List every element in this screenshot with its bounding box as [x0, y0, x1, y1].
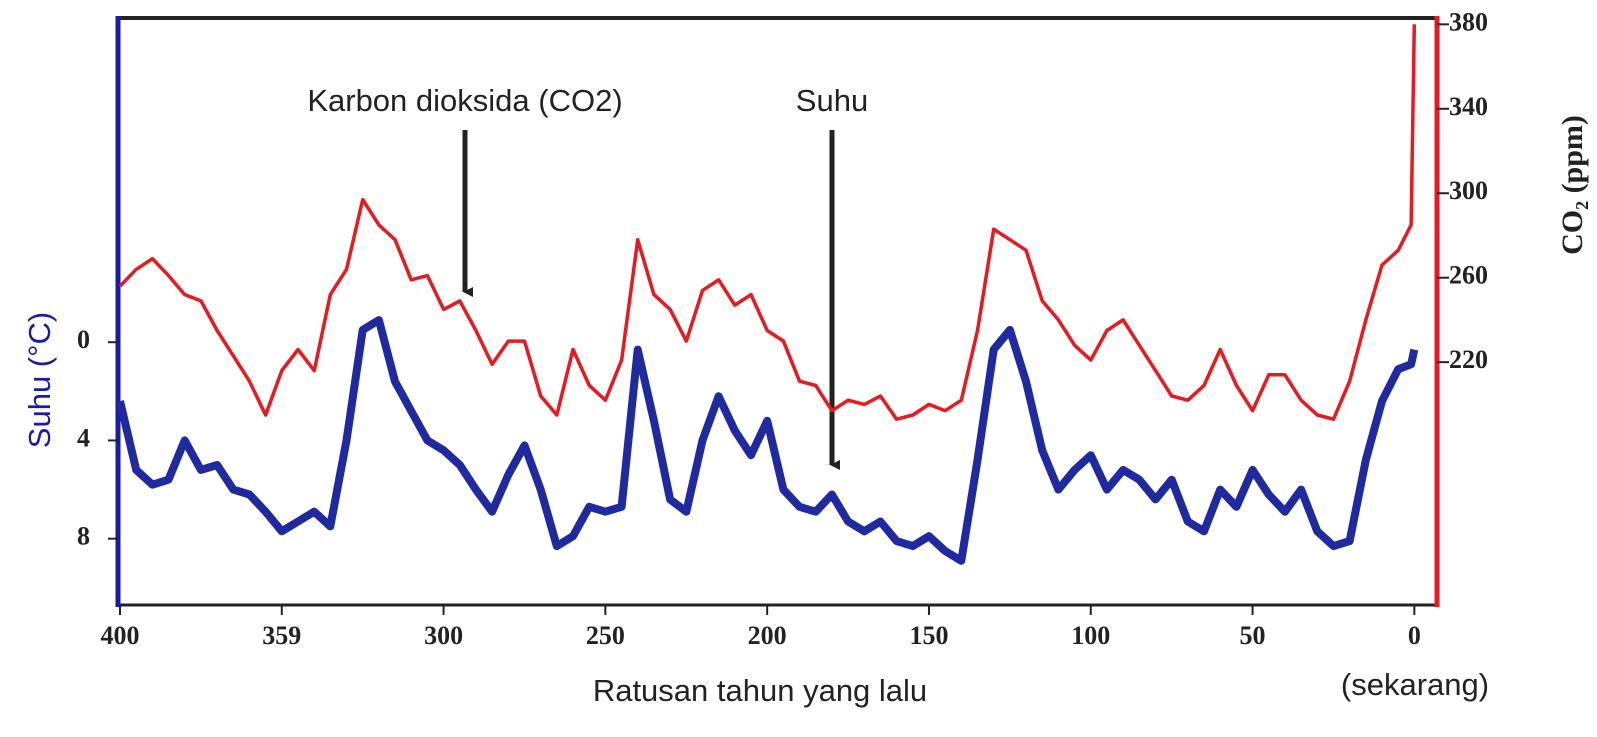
y2-tick-label: 260	[1449, 261, 1488, 290]
y2-tick-label: 380	[1449, 7, 1488, 36]
y-tick-label: 0	[77, 325, 90, 354]
y-tick-label: 8	[77, 522, 90, 551]
x-end-note: (sekarang)	[1341, 667, 1489, 702]
x-tick-label: 300	[424, 621, 463, 650]
x-axis-label: Ratusan tahun yang lalu	[593, 673, 927, 708]
x-tick-label: 359	[262, 621, 301, 650]
x-tick-label: 50	[1240, 621, 1266, 650]
x-tick-label: 150	[909, 621, 948, 650]
x-tick-label: 200	[748, 621, 787, 650]
data-line	[116, 316, 1419, 565]
x-tick-label: 100	[1071, 621, 1110, 650]
annotation: Suhu	[796, 83, 868, 118]
x-tick-label: 400	[101, 621, 140, 650]
x-tick-label: 250	[586, 621, 625, 650]
y2-tick-label: 300	[1449, 176, 1488, 205]
y2-axis-label: CO₂ (ppm)	[1556, 115, 1589, 255]
annotation: Karbon dioksida (CO2)	[307, 83, 622, 118]
y2-tick-label: 340	[1449, 92, 1488, 121]
x-tick-label: 0	[1408, 621, 1421, 650]
y-tick-label: 4	[77, 423, 90, 452]
y-axis-label: Suhu (°C)	[22, 312, 57, 448]
y2-tick-label: 220	[1449, 345, 1488, 374]
data-line	[118, 24, 1417, 421]
